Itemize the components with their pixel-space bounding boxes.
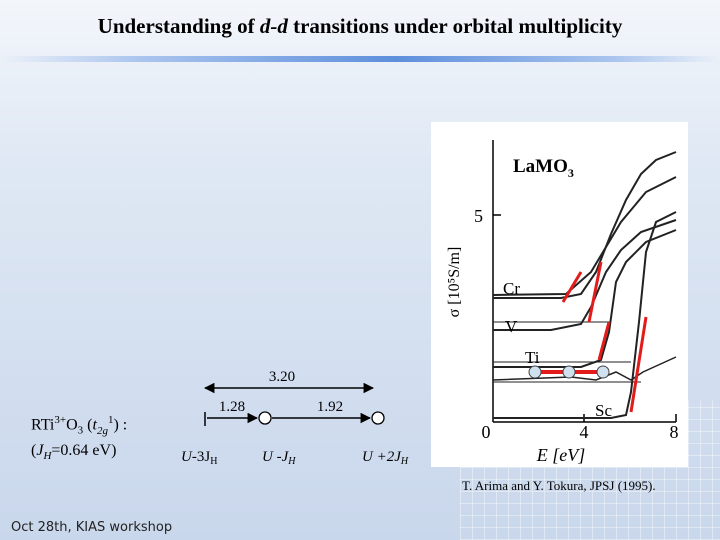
energy-level-diagram: 3.20 1.28 1.92 U-3JH U -JH U +2JH: [160, 360, 430, 470]
level-label-2: U -JH: [262, 449, 296, 467]
conductivity-plot: 5 0 4 8 E [eV] σ [10⁵S/m] LaMO3 Cr V Ti …: [446, 140, 679, 465]
span-total-label: 3.20: [269, 369, 295, 385]
level-node: [258, 411, 272, 425]
x-tick-8: 8: [670, 422, 679, 442]
compound-line-1: RTi3+O3 (t2g1) :: [31, 414, 128, 437]
ti-level-dot: [596, 365, 610, 379]
compound-label: LaMO3: [513, 156, 574, 180]
level-label-1: U-3JH: [181, 449, 217, 467]
gap-right-label: 1.92: [317, 399, 343, 415]
curve-label-ti: Ti: [525, 348, 540, 367]
level-label-3: U +2JH: [362, 449, 409, 467]
compound-line-2: (JH=0.64 eV): [31, 441, 117, 462]
curve-v: [493, 219, 677, 331]
slide-title: Understanding of d-d transitions under o…: [97, 14, 623, 38]
conductivity-figure: 5 0 4 8 E [eV] σ [10⁵S/m] LaMO3 Cr V Ti …: [431, 122, 688, 467]
threshold-marker: [561, 271, 583, 303]
ti-level-dot: [562, 365, 576, 379]
compound-description: RTi3+O3 (t2g1) : (JH=0.64 eV): [31, 410, 127, 466]
curve-ti: [493, 229, 677, 368]
x-tick-4: 4: [580, 422, 589, 442]
x-tick-0: 0: [482, 422, 491, 442]
curve-label-cr: Cr: [503, 279, 520, 298]
y-axis-label: σ [10⁵S/m]: [446, 247, 463, 318]
threshold-marker: [587, 261, 603, 323]
x-axis-label: E [eV]: [536, 445, 586, 465]
curve-ti-b: [492, 356, 677, 381]
curve-cr-b: [492, 176, 677, 296]
curve-label-sc: Sc: [595, 401, 612, 420]
ti-level-dot: [528, 365, 542, 379]
level-node: [371, 411, 385, 425]
threshold-marker: [629, 316, 648, 413]
gap-left-label: 1.28: [219, 399, 245, 415]
title-rule: [0, 56, 720, 62]
threshold-marker: [597, 321, 611, 361]
curve-sc: [493, 211, 677, 419]
citation: T. Arima and Y. Tokura, JPSJ (1995).: [462, 478, 656, 493]
y-tick-5: 5: [474, 206, 483, 226]
curve-label-v: V: [505, 317, 518, 336]
energy-level-svg: 3.20 1.28 1.92 U-3JH U -JH U +2JH: [181, 369, 409, 467]
footer-text: Oct 28th, KIAS workshop: [11, 520, 173, 535]
